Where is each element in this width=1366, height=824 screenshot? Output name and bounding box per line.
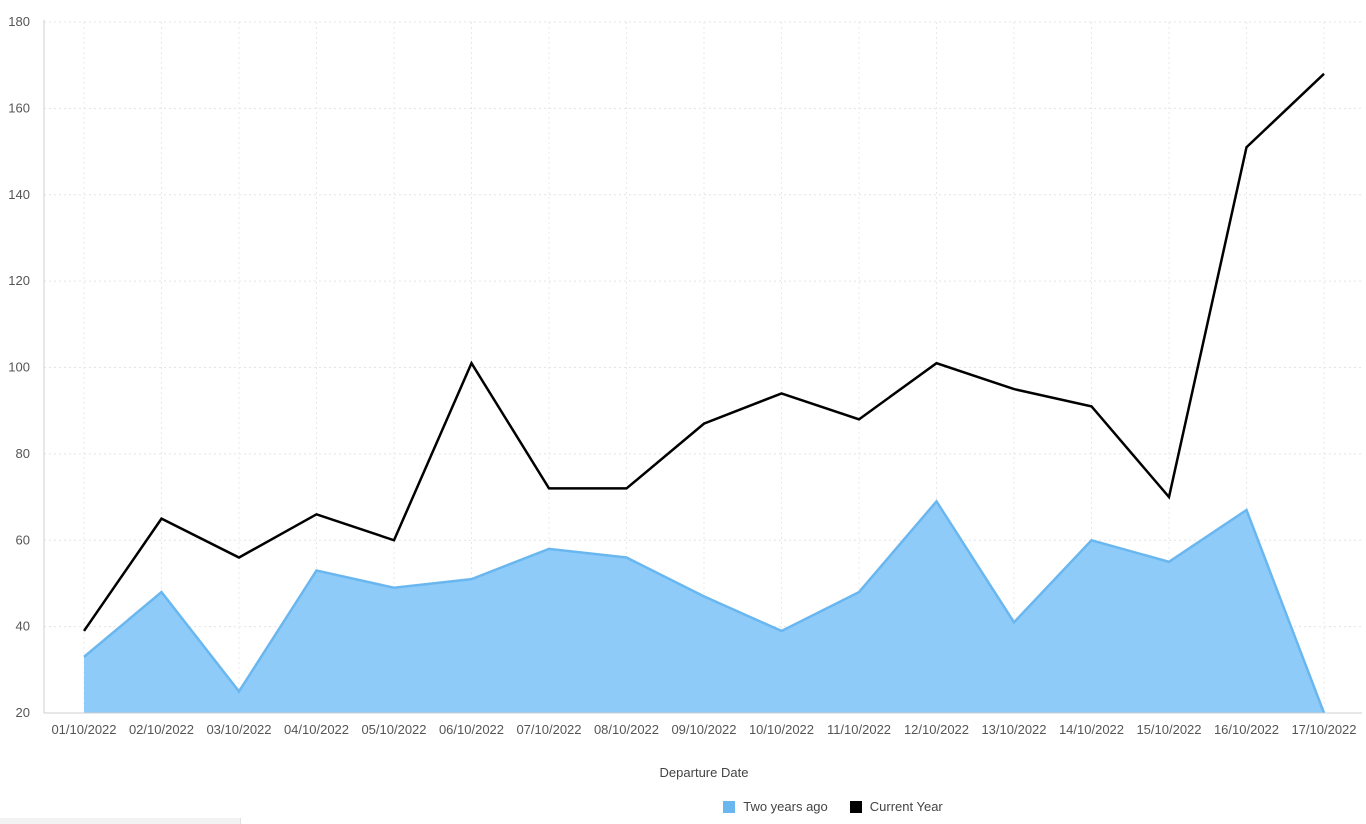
data-point-two-years-ago[interactable] <box>1243 506 1251 514</box>
y-axis-ticks: 20 40 60 80 100 120 140 160 180 <box>8 14 30 720</box>
y-tick-label: 180 <box>8 14 30 29</box>
x-tick-label: 15/10/2022 <box>1136 722 1201 737</box>
data-point-two-years-ago[interactable] <box>468 575 476 583</box>
y-tick-label: 140 <box>8 187 30 202</box>
x-tick-label: 13/10/2022 <box>981 722 1046 737</box>
data-point-current-year[interactable] <box>80 627 88 635</box>
legend-item-two-years-ago[interactable]: Two years ago <box>723 799 828 814</box>
x-tick-label: 08/10/2022 <box>594 722 659 737</box>
data-point-current-year[interactable] <box>855 415 863 423</box>
x-tick-label: 06/10/2022 <box>439 722 504 737</box>
data-point-two-years-ago[interactable] <box>1010 618 1018 626</box>
data-point-two-years-ago[interactable] <box>1165 558 1173 566</box>
data-point-current-year[interactable] <box>313 510 321 518</box>
legend-item-current-year[interactable]: Current Year <box>849 799 943 814</box>
line-series-current-year[interactable] <box>80 70 1328 635</box>
legend-swatch-two-years-ago-icon <box>723 800 736 813</box>
x-tick-label: 11/10/2022 <box>827 722 891 737</box>
data-point-two-years-ago[interactable] <box>778 627 786 635</box>
legend: Two years ago Current Year <box>0 799 1366 814</box>
data-point-current-year[interactable] <box>468 359 476 367</box>
y-tick-label: 60 <box>16 532 30 547</box>
data-point-two-years-ago[interactable] <box>855 588 863 596</box>
data-point-current-year[interactable] <box>1165 493 1173 501</box>
data-point-current-year[interactable] <box>390 536 398 544</box>
line-area-chart: 20 40 60 80 100 120 140 160 180 01/10/2022 02/10/… <box>8 14 1362 780</box>
scroll-strip <box>0 818 241 824</box>
data-point-current-year[interactable] <box>1243 143 1251 151</box>
area-fill-two-years-ago[interactable] <box>84 501 1324 713</box>
area-outline-two-years-ago[interactable] <box>83 499 1326 714</box>
data-point-current-year[interactable] <box>1088 402 1096 410</box>
data-point-current-year[interactable] <box>778 389 786 397</box>
y-tick-label: 100 <box>8 360 30 375</box>
data-point-two-years-ago[interactable] <box>235 687 243 695</box>
y-tick-label: 80 <box>16 446 30 461</box>
y-tick-label: 120 <box>8 273 30 288</box>
line-path-current-year[interactable] <box>82 72 1325 632</box>
data-point-two-years-ago[interactable] <box>80 653 88 661</box>
data-point-two-years-ago[interactable] <box>1088 536 1096 544</box>
data-point-two-years-ago[interactable] <box>933 497 941 505</box>
data-point-current-year[interactable] <box>545 484 553 492</box>
data-point-two-years-ago[interactable] <box>158 588 166 596</box>
x-tick-label: 16/10/2022 <box>1214 722 1279 737</box>
x-tick-label: 03/10/2022 <box>206 722 271 737</box>
data-point-two-years-ago[interactable] <box>700 592 708 600</box>
axes <box>43 20 1362 714</box>
x-tick-label: 07/10/2022 <box>516 722 581 737</box>
x-tick-label: 10/10/2022 <box>749 722 814 737</box>
data-point-current-year[interactable] <box>1320 70 1328 78</box>
data-point-two-years-ago[interactable] <box>313 566 321 574</box>
data-point-current-year[interactable] <box>700 420 708 428</box>
data-point-current-year[interactable] <box>235 554 243 562</box>
x-axis-ticks: 01/10/2022 02/10/2022 03/10/2022 04/10/2022… <box>51 722 1356 737</box>
x-tick-label: 01/10/2022 <box>51 722 116 737</box>
y-tick-label: 160 <box>8 100 30 115</box>
x-tick-label: 09/10/2022 <box>671 722 736 737</box>
legend-label-two-years-ago: Two years ago <box>743 799 828 814</box>
data-point-current-year[interactable] <box>158 515 166 523</box>
data-point-current-year[interactable] <box>623 484 631 492</box>
x-tick-label: 17/10/2022 <box>1291 722 1356 737</box>
x-tick-label: 04/10/2022 <box>284 722 349 737</box>
data-point-two-years-ago[interactable] <box>545 545 553 553</box>
x-tick-label: 12/10/2022 <box>904 722 969 737</box>
legend-label-current-year: Current Year <box>869 799 943 814</box>
data-point-current-year[interactable] <box>933 359 941 367</box>
y-tick-label: 40 <box>16 619 30 634</box>
x-tick-label: 14/10/2022 <box>1059 722 1124 737</box>
data-point-two-years-ago[interactable] <box>390 584 398 592</box>
x-axis-title: Departure Date <box>660 765 749 780</box>
data-point-current-year[interactable] <box>1010 385 1018 393</box>
x-tick-label: 05/10/2022 <box>361 722 426 737</box>
x-tick-label: 02/10/2022 <box>129 722 194 737</box>
data-point-two-years-ago[interactable] <box>623 554 631 562</box>
y-tick-label: 20 <box>16 705 30 720</box>
area-series-two-years-ago[interactable] <box>80 497 1328 717</box>
legend-swatch-current-year-icon <box>849 800 862 813</box>
